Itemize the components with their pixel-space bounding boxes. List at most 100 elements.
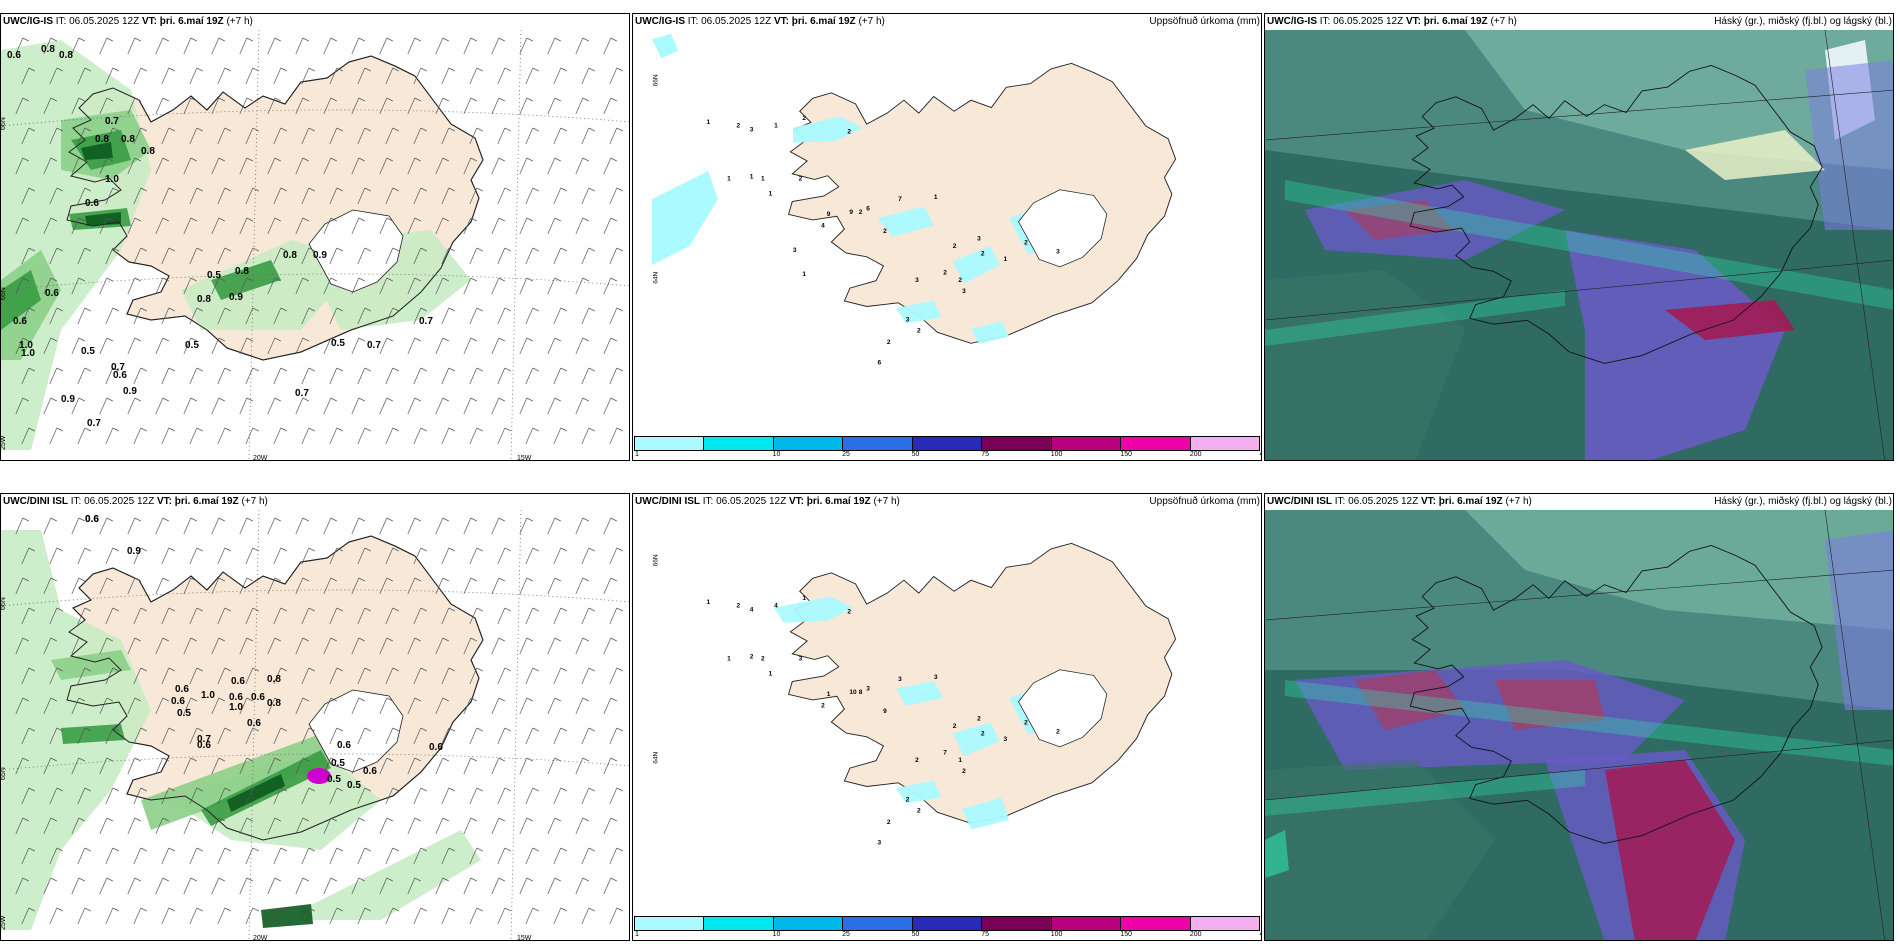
wind-barb [469,727,483,745]
colorbar-tick-label: 1 [635,451,639,458]
gust-value-label: 0.8 [197,294,211,305]
wind-barb [547,817,561,835]
precip-patch-2 [952,722,1000,757]
precip-value-label: 2 [883,228,887,235]
precip-value-label: 4 [774,603,778,610]
lat-label-66n: 66N [653,554,660,566]
wind-barb [609,847,623,865]
wind-barb [609,427,623,445]
gust-value-label: 0.6 [113,370,127,381]
wind-barb [211,277,225,295]
wind-barb [357,847,371,865]
wind-barb [295,97,309,115]
wind-barb [133,667,147,685]
wind-barb [385,847,399,865]
wind-barb [553,67,567,85]
colorbar-tick-label: 200 [1189,451,1202,458]
precip-value-label: 1 [761,175,765,182]
wind-barb [183,577,197,595]
wind-barb [155,157,169,175]
wind-barb [43,37,57,55]
wind-barb [183,97,197,115]
wind-barb [469,667,483,685]
panel-header: UWC/IG-IS IT: 06.05.2025 12Z VT: þri. 6.… [633,14,1261,30]
wind-barb [161,307,175,325]
colorbar-cell [982,917,1052,930]
precip-value-label: 3 [977,236,981,243]
wind-barb [239,877,253,895]
wind-barb [463,277,477,295]
wind-barb [295,697,309,715]
wind-barb [351,97,365,115]
wind-barb [105,787,119,805]
colorbar-cell [912,437,983,450]
precip-value-label: 1 [727,175,731,182]
wind-barb [435,877,449,895]
wind-barb [413,187,427,205]
wind-barb [211,517,225,535]
wind-barb [351,817,365,835]
wind-barb [525,907,539,925]
wind-barb [463,337,477,355]
init-time: 06.05.2025 12Z [1348,496,1419,507]
wind-barb [105,307,119,325]
wind-barb [463,37,477,55]
wind-barb [189,67,203,85]
wind-barb [21,307,35,325]
wind-barb [155,757,169,775]
wind-barb [469,367,483,385]
wind-barb [603,757,617,775]
gust-value-label: 0.9 [127,546,141,557]
wind-barb [553,907,567,925]
wind-barb [133,727,147,745]
wind-barb [71,397,85,415]
wind-barb [385,907,399,925]
colorbar-tick-label: 75 [981,451,990,458]
wind-barb [295,37,309,55]
wind-barb [441,67,455,85]
colorbar-ticks: 1 10 25 50 75 100 150 200 400 [633,931,1261,940]
colorbar-tick-label: 100 [1050,451,1063,458]
wind-barb [575,877,589,895]
wind-barb [267,517,281,535]
wind-barb [441,307,455,325]
wind-barb [99,697,113,715]
wind-barb [217,547,231,565]
precip-value-label: 3 [878,840,882,847]
wind-barb [155,397,169,415]
wind-barb [609,247,623,265]
wind-barb [553,247,567,265]
wind-barb [99,757,113,775]
wind-barb [351,577,365,595]
wind-barb [71,817,85,835]
precip-patch-0 [792,116,863,143]
wind-barb [491,37,505,55]
wind-barb [105,547,119,565]
colorbar-cell [1051,917,1122,930]
wind-barb [379,757,393,775]
wind-barb [603,637,617,655]
precip-value-label: 1 [750,173,754,180]
wind-barb [575,817,589,835]
wind-barb [519,697,533,715]
wind-barb [183,277,197,295]
wind-barb [43,217,57,235]
wind-barb [99,277,113,295]
gust-value-label: 0.6 [85,514,99,525]
wind-barb [575,277,589,295]
wind-barb [441,247,455,265]
wind-barb [49,427,63,445]
wind-barb [525,247,539,265]
precip-value-label: 2 [737,603,741,610]
wind-barb [407,37,421,55]
wind-barb [77,547,91,565]
wind-barb [217,667,231,685]
valid-time: þri. 6.maí 19Z [1438,496,1503,507]
wind-barb [413,127,427,145]
wind-barb [273,727,287,745]
gust-value-label: 0.6 [85,514,99,525]
lat-label-65n: 65N [1,287,7,300]
precip-value-label: 6 [866,205,870,212]
precip-value-label: 2 [906,796,910,803]
